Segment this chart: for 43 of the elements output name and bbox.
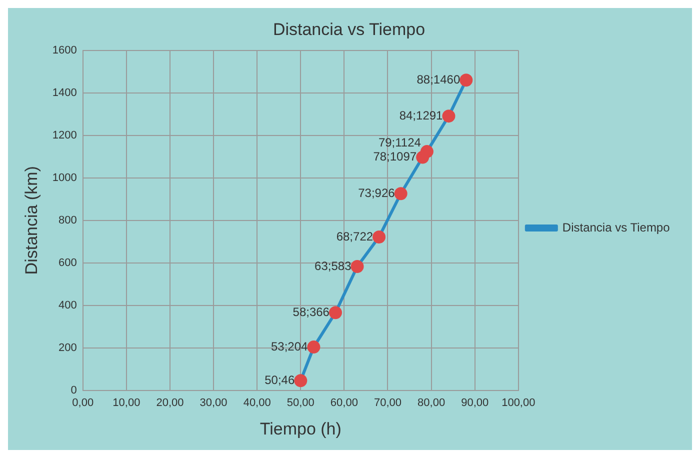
data-label: 53;204	[271, 339, 308, 354]
data-label: 50;46	[264, 372, 295, 387]
x-tick-label: 60,00	[330, 397, 358, 410]
data-label: 78;1097	[373, 150, 417, 164]
chart-title: Distancia vs Tiempo	[272, 20, 426, 39]
point	[420, 145, 434, 158]
x-tick-label: 90,00	[461, 397, 489, 410]
x-tick-label: 100,00	[502, 397, 536, 410]
data-label: 88;1460	[416, 72, 460, 86]
x-tick-label: 20,00	[156, 397, 184, 410]
y-tick-label: 600	[58, 256, 77, 269]
point	[442, 110, 456, 123]
y-tick-label: 200	[58, 342, 77, 354]
y-tick-label: 0	[70, 384, 77, 396]
data-label: 79;1124	[378, 136, 422, 150]
point	[307, 340, 320, 354]
point	[350, 260, 364, 274]
y-tick-label: 800	[58, 214, 77, 226]
data-label: 84;1291	[399, 108, 444, 122]
x-tick-label: 80,00	[418, 397, 446, 410]
data-label: 58;366	[292, 304, 330, 319]
legend-label: Distancia vs Tiempo	[562, 220, 670, 234]
point	[294, 374, 308, 388]
y-tick-label: 1000	[52, 172, 77, 184]
data-label: 68;722	[336, 229, 374, 244]
y-tick-label: 1400	[52, 86, 77, 99]
point	[460, 74, 473, 87]
x-tick-label: 30,00	[200, 397, 228, 410]
point	[372, 230, 386, 244]
point	[394, 187, 408, 200]
data-label: 73;926	[358, 186, 396, 200]
point	[328, 306, 342, 320]
data-label: 63;583	[314, 258, 352, 273]
x-tick-label: 0,00	[72, 397, 94, 410]
x-tick-label: 50,00	[286, 397, 314, 410]
y-tick-label: 400	[58, 299, 77, 312]
y-tick-label: 1600	[52, 44, 77, 56]
y-tick-label: 1200	[52, 129, 77, 142]
x-axis-title: Tiempo (h)	[260, 419, 342, 438]
x-tick-label: 70,00	[374, 397, 402, 410]
x-tick-label: 40,00	[243, 397, 271, 410]
x-tick-label: 10,00	[112, 397, 140, 410]
y-axis-title: Distancia (km)	[22, 166, 41, 275]
